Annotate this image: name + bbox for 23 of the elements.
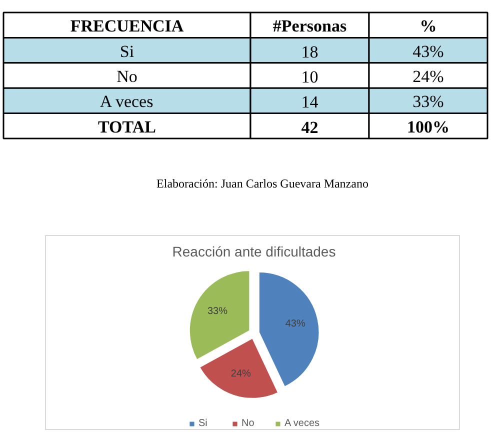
data-label: 10 xyxy=(301,68,318,86)
y2-tick-label: 43% xyxy=(412,42,444,61)
y-tick-label: TOTAL xyxy=(98,117,156,136)
y-tick-label: Si xyxy=(120,42,134,61)
y-tick-label: No xyxy=(116,67,138,86)
y-axis-title: FRECUENCIA xyxy=(70,16,184,36)
legend-label: Si xyxy=(198,418,208,429)
chart-title: Reacción ante dificultades xyxy=(172,244,336,260)
legend-label: No xyxy=(241,418,256,429)
data-label: 14 xyxy=(301,92,319,112)
x-tick-label: #Personas xyxy=(272,16,347,36)
y2-axis-title: % xyxy=(420,16,437,36)
y2-tick-label: 24% xyxy=(412,67,444,86)
y2-tick-label: 33% xyxy=(412,92,444,112)
y-tick-label: A veces xyxy=(100,92,154,112)
y2-tick-label: 100% xyxy=(407,117,450,136)
data-label: 43% xyxy=(285,318,306,330)
text: Elaboración: Juan Carlos Guevara Manzano xyxy=(156,176,368,190)
legend-label: A veces xyxy=(284,418,320,429)
data-label: 33% xyxy=(207,306,228,318)
data-label: 24% xyxy=(230,368,252,380)
data-label: 42 xyxy=(301,118,318,137)
data-label: 18 xyxy=(301,42,318,62)
